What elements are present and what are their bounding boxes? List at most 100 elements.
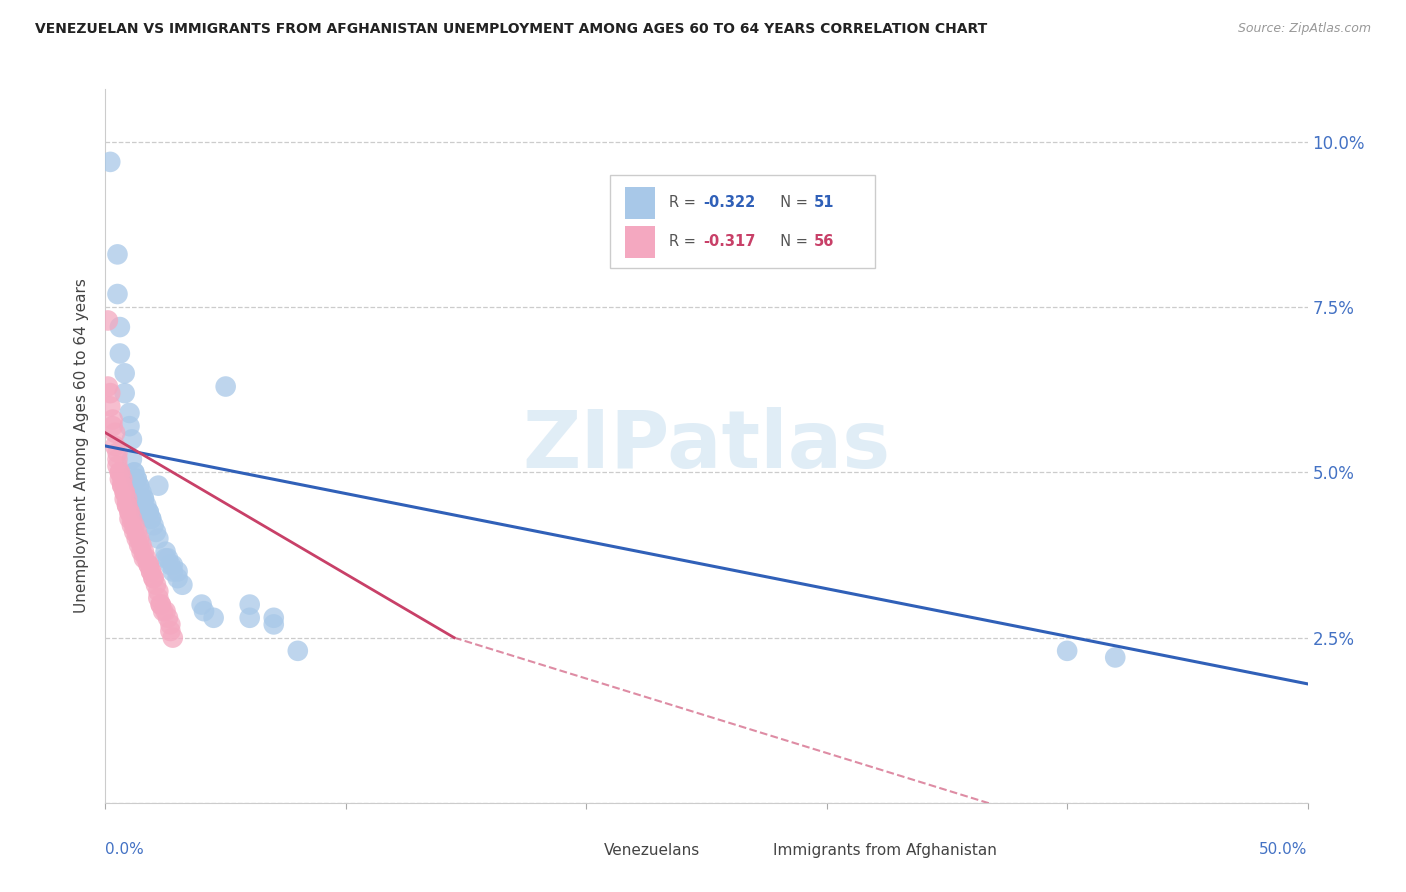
Point <box>108 346 131 360</box>
Text: N =: N = <box>772 195 813 211</box>
Point <box>118 406 141 420</box>
FancyBboxPatch shape <box>574 842 593 860</box>
Text: R =: R = <box>669 234 700 249</box>
Point <box>131 538 153 552</box>
Point <box>98 400 121 414</box>
Point <box>97 313 120 327</box>
Point <box>124 466 146 480</box>
Point <box>108 472 131 486</box>
Point <box>148 478 170 492</box>
Point <box>125 472 148 486</box>
Point <box>114 485 136 500</box>
Y-axis label: Unemployment Among Ages 60 to 64 years: Unemployment Among Ages 60 to 64 years <box>75 278 90 614</box>
Point <box>107 287 129 301</box>
Point <box>114 491 136 506</box>
Point <box>131 485 153 500</box>
Text: 0.0%: 0.0% <box>105 842 145 857</box>
Text: -0.317: -0.317 <box>703 234 755 249</box>
Point <box>190 598 212 612</box>
Point <box>239 598 262 612</box>
FancyBboxPatch shape <box>742 842 762 860</box>
Point <box>118 505 141 519</box>
Point <box>149 598 172 612</box>
Point <box>118 505 141 519</box>
Point <box>193 604 215 618</box>
Point <box>121 518 143 533</box>
Point <box>166 565 188 579</box>
Point <box>111 478 134 492</box>
Point <box>239 611 262 625</box>
Point <box>98 154 121 169</box>
Text: 50.0%: 50.0% <box>1260 842 1308 857</box>
Point <box>104 425 127 440</box>
Point <box>142 571 165 585</box>
Point <box>138 558 160 572</box>
Point <box>118 419 141 434</box>
Point <box>142 518 165 533</box>
Point <box>159 617 181 632</box>
Point <box>124 466 146 480</box>
Point <box>156 551 179 566</box>
Point <box>138 505 160 519</box>
Point <box>124 524 146 539</box>
Point <box>162 631 184 645</box>
Point <box>152 604 174 618</box>
Point <box>108 466 131 480</box>
Point <box>135 551 157 566</box>
Point <box>121 433 143 447</box>
Point <box>1056 644 1078 658</box>
Point <box>155 604 177 618</box>
Point <box>148 532 170 546</box>
Point <box>114 485 136 500</box>
Point <box>121 452 143 467</box>
Point <box>214 379 236 393</box>
Point <box>114 386 136 401</box>
Point <box>132 551 155 566</box>
Point <box>118 511 141 525</box>
Point <box>97 379 120 393</box>
Point <box>166 571 188 585</box>
Point <box>156 611 179 625</box>
Point <box>148 584 170 599</box>
Point <box>128 538 150 552</box>
Point <box>111 478 134 492</box>
Text: Immigrants from Afghanistan: Immigrants from Afghanistan <box>773 843 997 858</box>
Text: Source: ZipAtlas.com: Source: ZipAtlas.com <box>1237 22 1371 36</box>
Text: 56: 56 <box>814 234 834 249</box>
Point <box>138 558 160 572</box>
Point <box>107 452 129 467</box>
Point <box>139 565 162 579</box>
Point <box>107 445 129 459</box>
Point <box>135 505 157 519</box>
Point <box>108 466 131 480</box>
Point <box>132 545 155 559</box>
Point <box>145 578 167 592</box>
Point <box>142 571 165 585</box>
Point <box>128 532 150 546</box>
FancyBboxPatch shape <box>610 175 875 268</box>
Point <box>155 545 177 559</box>
Point <box>139 511 162 525</box>
Text: Venezuelans: Venezuelans <box>605 843 700 858</box>
Point <box>101 412 124 426</box>
Point <box>125 532 148 546</box>
Point <box>131 491 153 506</box>
Point <box>125 524 148 539</box>
Point <box>162 558 184 572</box>
Point <box>132 491 155 506</box>
Point <box>104 439 127 453</box>
Point <box>115 499 138 513</box>
Point <box>263 617 285 632</box>
Point <box>107 247 129 261</box>
Text: VENEZUELAN VS IMMIGRANTS FROM AFGHANISTAN UNEMPLOYMENT AMONG AGES 60 TO 64 YEARS: VENEZUELAN VS IMMIGRANTS FROM AFGHANISTA… <box>35 22 987 37</box>
Text: -0.322: -0.322 <box>703 195 755 211</box>
Point <box>98 386 121 401</box>
Point <box>101 419 124 434</box>
FancyBboxPatch shape <box>624 186 655 219</box>
Point <box>202 611 225 625</box>
Point <box>138 505 160 519</box>
Point <box>1104 650 1126 665</box>
Point <box>159 624 181 638</box>
Point <box>145 524 167 539</box>
Point <box>131 545 153 559</box>
